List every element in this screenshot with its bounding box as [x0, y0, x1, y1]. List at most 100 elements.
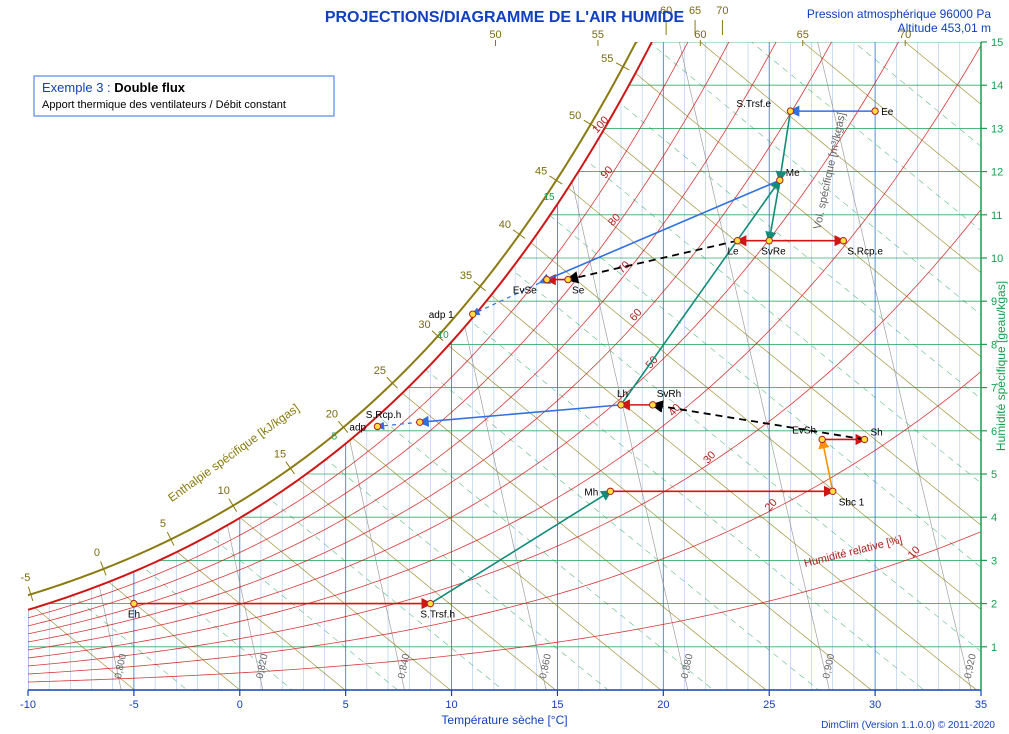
state-point	[766, 238, 772, 244]
state-point-label: Sh	[871, 427, 883, 438]
x-axis-label: Température sèche [°C]	[441, 713, 567, 727]
state-point	[607, 488, 613, 494]
enthalpy-tick-label: 40	[499, 219, 511, 231]
y-tick-label: 14	[991, 80, 1003, 92]
enthalpy-top-tick: 60	[694, 29, 706, 41]
x-tick-label: -5	[129, 699, 139, 711]
state-point-label: S.Rcp.e	[847, 247, 883, 258]
state-point-label: S.Rcp.h	[366, 410, 402, 421]
y-tick-label: 10	[991, 253, 1003, 265]
wetbulb-label: 5	[332, 432, 338, 443]
rh-pct-label: 100	[590, 114, 611, 136]
y-axis-label: Humidité spécifique [geau/kgas]	[994, 281, 1008, 451]
specvol-label: 0,920	[963, 652, 979, 679]
state-point	[819, 436, 825, 442]
enthalpy-tick-label: 0	[94, 547, 100, 559]
state-point-label: adp 1	[429, 310, 454, 321]
state-point-label: Lh	[617, 389, 628, 400]
state-point-label: Sbc 1	[839, 497, 865, 508]
state-point-label: EvSh	[792, 425, 816, 436]
state-point-label: adp	[349, 422, 366, 433]
pressure-line-2: Altitude 453,01 m	[898, 21, 991, 35]
process-lines	[134, 111, 875, 603]
state-point-label: EvSe	[513, 286, 537, 297]
y-tick-label: 2	[991, 599, 997, 611]
state-point	[470, 311, 476, 317]
state-point-label: Mh	[584, 487, 598, 498]
state-point-label: S.Trsf.e	[736, 99, 771, 110]
y-tick-label: 4	[991, 512, 997, 524]
state-point	[417, 419, 423, 425]
rh-axis-label: Humidité relative [%]	[803, 534, 904, 570]
enthalpy-tick-label: 15	[274, 449, 286, 461]
x-tick-label: -10	[20, 699, 36, 711]
enthalpy-tick-label: 10	[218, 485, 230, 497]
state-point-label: Ee	[881, 107, 894, 118]
rh-pct-label: 90	[599, 164, 616, 181]
process-line	[822, 439, 833, 491]
x-tick-label: 35	[975, 699, 987, 711]
y-tick-label: 12	[991, 167, 1003, 179]
state-point	[131, 600, 137, 606]
enthalpy-top-tick: 55	[592, 29, 604, 41]
y-tick-label: 11	[991, 210, 1002, 222]
y-tick-label: 1	[991, 642, 997, 654]
y-tick-label: 5	[991, 469, 997, 481]
enthalpy-tick-label: 50	[569, 110, 581, 122]
state-point	[544, 276, 550, 282]
enthalpy-tick-label: 65	[689, 5, 701, 17]
specvol-label: 0,880	[680, 652, 696, 679]
specvol-label: 0,900	[821, 652, 837, 679]
x-tick-label: 25	[763, 699, 775, 711]
state-point	[618, 402, 624, 408]
state-point	[840, 238, 846, 244]
footer-text: DimClim (Version 1.1.0.0) © 2011-2020	[821, 720, 995, 731]
state-point	[861, 436, 867, 442]
y-tick-label: 13	[991, 123, 1003, 135]
state-point	[650, 402, 656, 408]
rh-pct-label: 20	[763, 497, 780, 514]
x-tick-label: 20	[657, 699, 669, 711]
x-tick-label: 10	[445, 699, 457, 711]
state-point	[374, 423, 380, 429]
specvol-label: 0,820	[255, 652, 271, 679]
state-point	[777, 177, 783, 183]
process-line	[769, 180, 780, 240]
enthalpy-tick-label: 35	[460, 270, 472, 282]
state-point-label: Eh	[128, 610, 140, 621]
enthalpy-tick-label: 70	[716, 5, 728, 17]
chart-title: PROJECTIONS/DIAGRAMME DE L'AIR HUMIDE	[325, 9, 685, 26]
state-point	[872, 108, 878, 114]
y-tick-label: 15	[991, 37, 1003, 49]
x-tick-label: 30	[869, 699, 881, 711]
state-point-label: SvRh	[657, 389, 681, 400]
x-tick-label: 15	[551, 699, 563, 711]
enthalpy-tick-label: -5	[21, 572, 31, 584]
enthalpy-tick-label: 55	[601, 53, 613, 65]
enthalpy-tick-label: 20	[326, 409, 338, 421]
wetbulb-label: 10	[438, 330, 450, 341]
state-point-label: Se	[572, 286, 585, 297]
state-point	[565, 276, 571, 282]
rh-pct-label: 10	[906, 544, 923, 561]
state-point	[427, 600, 433, 606]
enthalpy-top-tick: 50	[489, 29, 501, 41]
rh-pct-label: 80	[606, 212, 623, 229]
y-tick-label: 3	[991, 555, 997, 567]
specvol-label: 0,840	[396, 652, 412, 679]
state-point-label: Me	[786, 168, 800, 179]
psychrometric-chart: -50510152025303540455055606570Enthalpie …	[0, 0, 1009, 734]
wetbulb-label: 15	[543, 192, 555, 203]
legend-subtitle: Apport thermique des ventilateurs / Débi…	[42, 99, 286, 111]
legend-title: Exemple 3 : Double flux	[42, 80, 186, 95]
enthalpy-tick-label: 5	[160, 518, 166, 530]
state-point-label: Le	[727, 247, 739, 258]
state-points: Eh S.Trsf.h Mh Sbc 1 EvSh Sh adpS.Rcp.h Lh SvRh a…	[128, 99, 894, 620]
enthalpy-tick-label: 25	[374, 365, 386, 377]
psychrometric-chart-container: -50510152025303540455055606570Enthalpie …	[0, 0, 1009, 734]
state-point	[787, 108, 793, 114]
enthalpy-top-tick: 65	[797, 29, 809, 41]
state-point-label: S.Trsf.h	[420, 610, 455, 621]
x-tick-label: 5	[343, 699, 349, 711]
pressure-line-1: Pression atmosphérique 96000 Pa	[807, 7, 991, 21]
